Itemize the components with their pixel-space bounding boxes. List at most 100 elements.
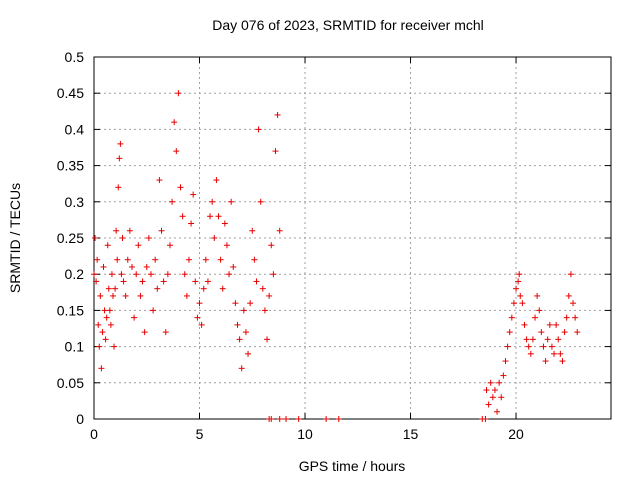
- data-point: [169, 198, 176, 205]
- data-point: [506, 329, 513, 336]
- data-point: [126, 227, 133, 234]
- data-point: [513, 285, 520, 292]
- data-point: [137, 292, 144, 299]
- data-point: [190, 191, 197, 198]
- data-point: [150, 307, 157, 314]
- data-point: [546, 321, 553, 328]
- data-point: [482, 416, 489, 422]
- data-point: [485, 401, 492, 408]
- data-point: [561, 329, 568, 336]
- data-point: [122, 292, 129, 299]
- data-point: [108, 271, 115, 278]
- data-point: [498, 394, 505, 401]
- data-point: [283, 416, 290, 422]
- data-point: [264, 336, 271, 343]
- data-point: [276, 416, 283, 422]
- data-point: [109, 292, 116, 299]
- data-point: [295, 416, 302, 422]
- data-point: [97, 292, 104, 299]
- data-point: [102, 336, 109, 343]
- data-point: [215, 213, 222, 220]
- data-point: [335, 416, 342, 422]
- data-point: [92, 235, 99, 241]
- data-point: [489, 394, 496, 401]
- x-tick-label: 0: [90, 426, 98, 442]
- data-point: [251, 256, 258, 263]
- data-point: [173, 148, 180, 155]
- data-point: [238, 365, 245, 372]
- data-point: [106, 307, 113, 314]
- data-point: [100, 263, 107, 270]
- data-point: [226, 271, 233, 278]
- data-point: [217, 256, 224, 263]
- data-point: [540, 343, 547, 350]
- data-point: [542, 358, 549, 365]
- data-point: [245, 350, 252, 357]
- data-point: [572, 314, 579, 321]
- data-point: [232, 300, 239, 307]
- data-point: [185, 256, 192, 263]
- data-point: [253, 278, 260, 285]
- data-point: [164, 271, 171, 278]
- data-point: [234, 321, 241, 328]
- data-point: [276, 227, 283, 234]
- data-point: [563, 314, 570, 321]
- data-point: [274, 111, 281, 118]
- data-point: [98, 365, 105, 372]
- grid-lines: [94, 57, 611, 419]
- data-point: [553, 321, 560, 328]
- data-point: [200, 285, 207, 292]
- data-point: [529, 336, 536, 343]
- data-point: [104, 242, 111, 249]
- data-point: [532, 314, 539, 321]
- data-point: [242, 329, 249, 336]
- data-point: [139, 278, 146, 285]
- data-point: [202, 256, 209, 263]
- data-point: [536, 307, 543, 314]
- data-point: [534, 292, 541, 299]
- y-tick-label: 0.35: [57, 158, 84, 174]
- data-point: [133, 271, 140, 278]
- data-point: [117, 140, 124, 147]
- data-point: [118, 271, 125, 278]
- data-point: [228, 198, 235, 205]
- data-point: [255, 126, 262, 133]
- data-points: [91, 90, 581, 422]
- data-point: [101, 307, 108, 314]
- y-tick-label: 0.1: [65, 339, 85, 355]
- data-point: [105, 285, 112, 292]
- data-point: [519, 300, 526, 307]
- data-point: [188, 220, 195, 227]
- x-axis-label: GPS time / hours: [299, 458, 406, 474]
- y-tick-label: 0.5: [65, 49, 85, 65]
- data-point: [323, 416, 330, 422]
- data-point: [240, 307, 247, 314]
- data-point: [230, 263, 237, 270]
- data-point: [145, 235, 152, 241]
- data-point: [211, 235, 218, 241]
- y-tick-label: 0.05: [57, 375, 84, 391]
- data-point: [270, 271, 277, 278]
- data-point: [115, 184, 122, 191]
- data-point: [131, 314, 138, 321]
- data-point: [177, 184, 184, 191]
- data-point: [119, 235, 126, 241]
- y-axis-label: SRMTID / TECUs: [7, 183, 23, 293]
- data-point: [559, 358, 566, 365]
- data-point: [508, 314, 515, 321]
- x-tick-label: 5: [196, 426, 204, 442]
- data-point: [114, 256, 121, 263]
- x-tick-label: 15: [403, 426, 419, 442]
- y-tick-label: 0.2: [65, 266, 85, 282]
- data-point: [236, 336, 243, 343]
- data-point: [487, 379, 494, 386]
- y-tick-label: 0.4: [65, 121, 85, 137]
- data-point: [99, 329, 106, 336]
- data-point: [555, 336, 562, 343]
- data-point: [494, 408, 501, 415]
- data-point: [156, 177, 163, 184]
- data-point: [158, 227, 165, 234]
- data-point: [565, 292, 572, 299]
- plot-frame: [93, 56, 612, 420]
